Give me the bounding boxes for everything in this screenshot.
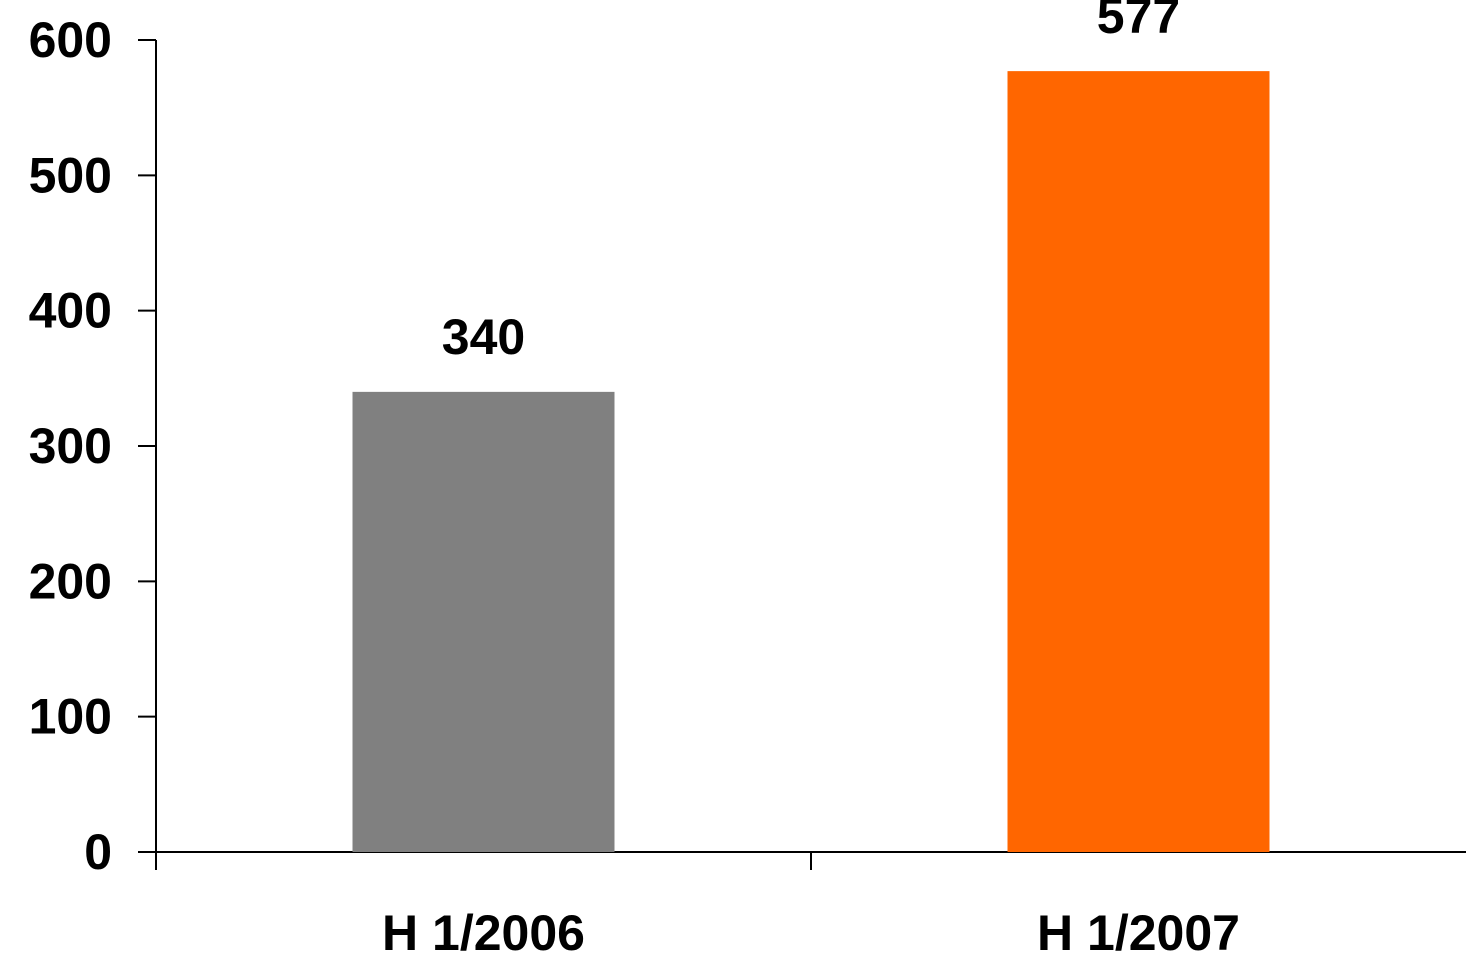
- bar-h-1-2006: [352, 391, 615, 852]
- y-tick-label: 500: [29, 147, 112, 203]
- data-labels: 340 577: [442, 0, 1180, 365]
- y-tick-label: 200: [29, 553, 112, 609]
- bar-h-1-2007: [1007, 71, 1270, 853]
- y-tick-label: 300: [29, 418, 112, 474]
- bars: [352, 71, 1270, 853]
- y-tick-label: 0: [84, 824, 112, 880]
- y-axis: 0 100 200 300 400 500 600: [29, 12, 157, 880]
- y-tick-label: 400: [29, 283, 112, 339]
- y-tick-label: 600: [29, 12, 112, 68]
- data-label: 577: [1097, 0, 1180, 44]
- x-category-label: H 1/2007: [1037, 905, 1240, 955]
- y-tick-label: 100: [29, 689, 112, 745]
- x-axis: H 1/2006 H 1/2007: [156, 851, 1466, 960]
- x-category-label: H 1/2006: [382, 905, 585, 955]
- data-label: 340: [442, 309, 525, 365]
